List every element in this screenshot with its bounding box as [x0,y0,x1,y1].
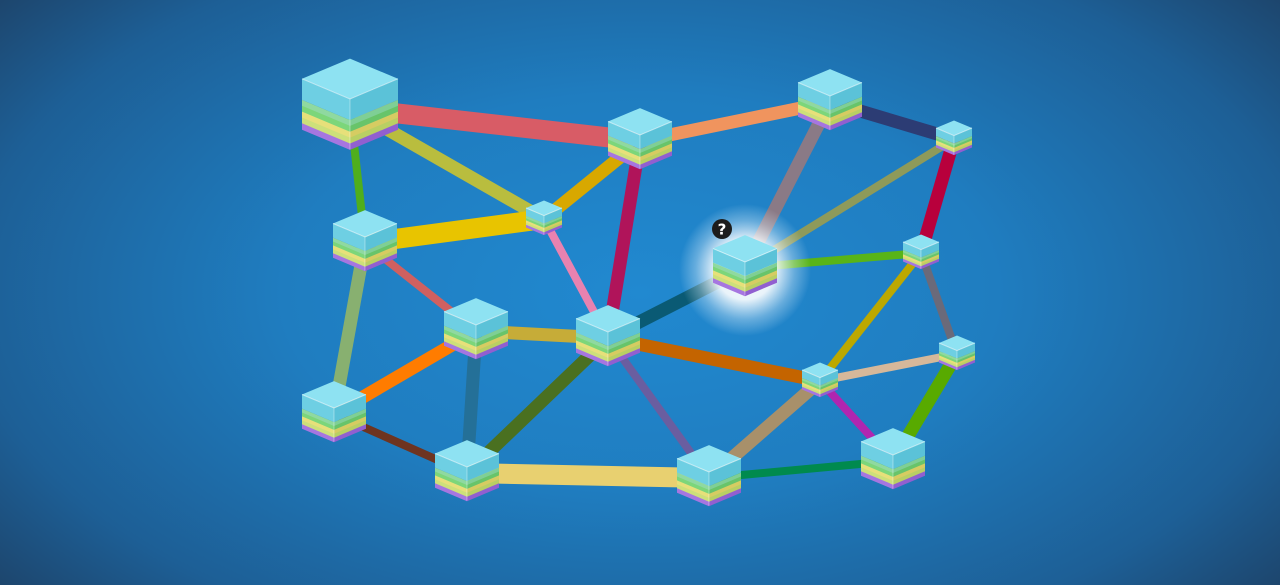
node-n7[interactable] [443,298,509,360]
link-n8-n14[interactable] [606,331,822,388]
link-n11-n14[interactable] [819,350,958,385]
node-n2[interactable] [607,108,673,170]
node-n6[interactable] [332,210,398,272]
node-n3[interactable] [797,69,863,131]
link-n10-n11[interactable] [917,251,961,356]
node-n5[interactable] [525,200,563,236]
node-n12[interactable] [301,381,367,443]
nodes-layer [301,58,976,507]
link-n13-n15[interactable] [466,463,710,488]
link-n10-n14[interactable] [816,250,925,384]
node-n16[interactable] [860,428,926,490]
node-n13[interactable] [434,440,500,502]
node-n8[interactable] [575,305,641,367]
node-n10[interactable] [902,234,940,270]
link-n4-n10[interactable] [914,137,961,255]
node-n15[interactable] [676,445,742,507]
question-mark-icon[interactable]: ? [712,219,732,239]
node-n11[interactable] [938,335,976,371]
node-n4[interactable] [935,120,973,156]
link-n1-n2[interactable] [348,98,642,151]
node-n14[interactable] [801,362,839,398]
hint-glyph: ? [718,221,727,239]
node-n1[interactable] [301,58,399,150]
node-n9[interactable] [712,235,778,297]
link-n2-n8[interactable] [601,139,647,340]
